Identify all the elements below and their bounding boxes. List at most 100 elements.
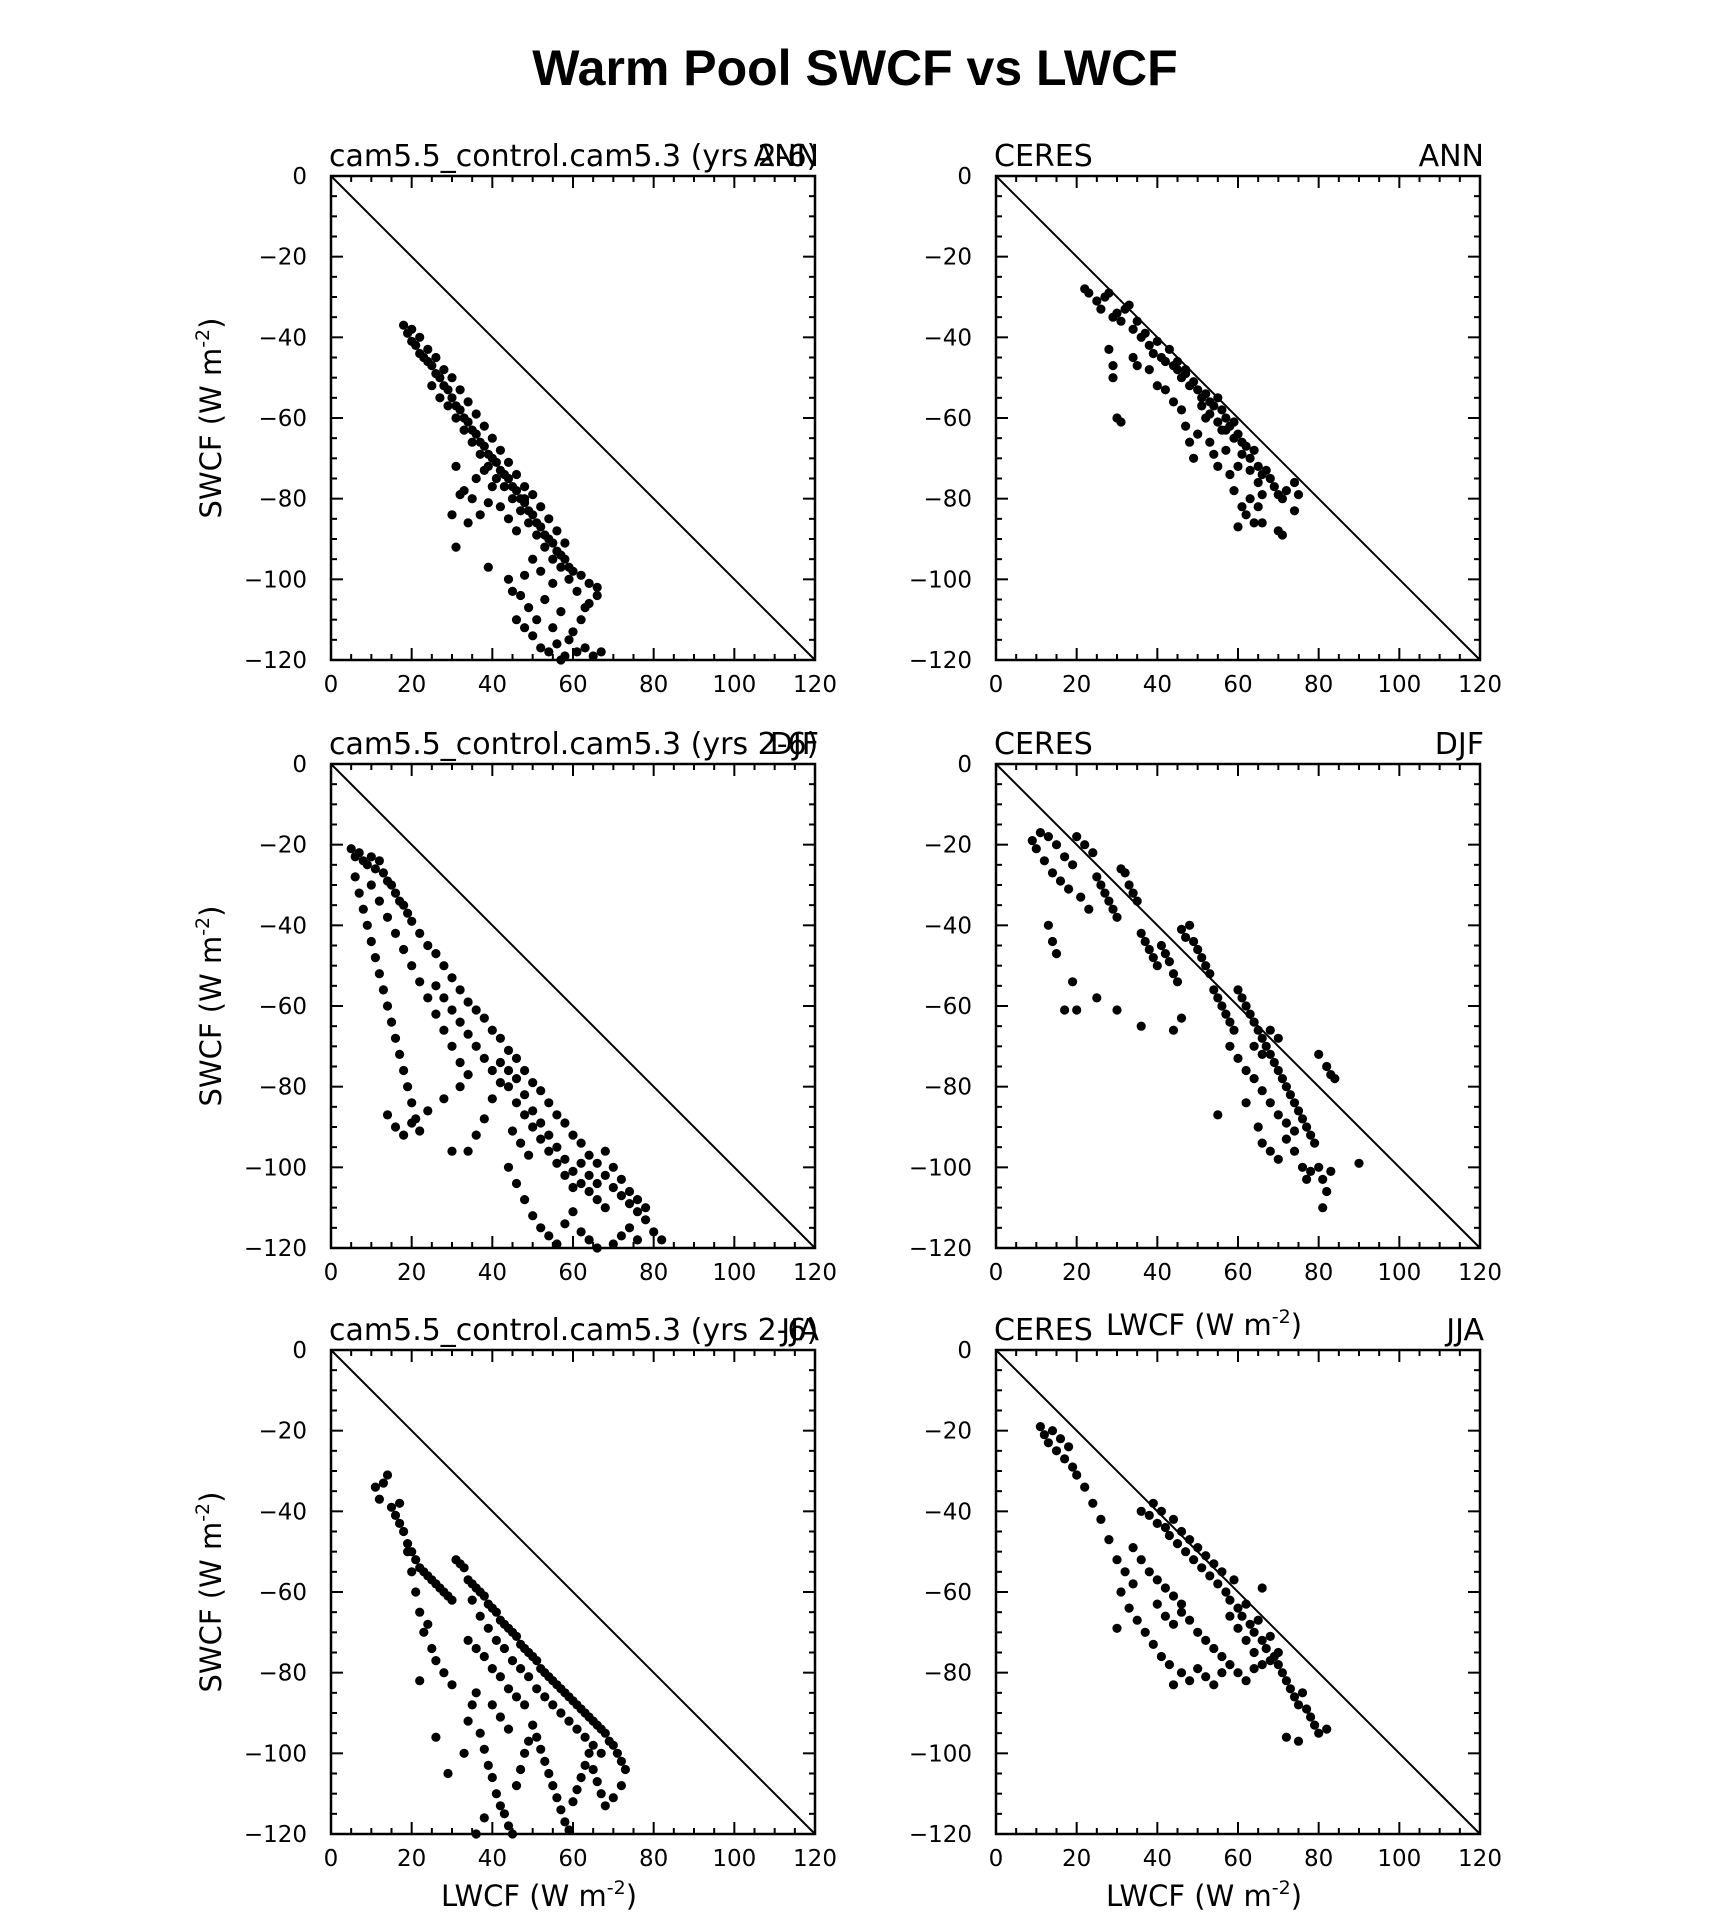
data-point bbox=[1148, 348, 1158, 359]
data-point bbox=[596, 1748, 606, 1758]
data-point bbox=[503, 1684, 514, 1694]
data-point bbox=[1314, 1049, 1324, 1059]
data-point bbox=[1176, 1668, 1187, 1678]
data-point bbox=[415, 1676, 425, 1686]
x-tick-label: 20 bbox=[1062, 1846, 1091, 1872]
data-point bbox=[491, 1607, 501, 1617]
data-point bbox=[354, 848, 364, 858]
data-point bbox=[1205, 409, 1215, 419]
data-point bbox=[415, 928, 425, 939]
data-point bbox=[552, 1158, 562, 1168]
data-point bbox=[1193, 944, 1203, 955]
data-point bbox=[568, 1166, 578, 1176]
data-point bbox=[540, 542, 550, 552]
data-point bbox=[1112, 413, 1122, 423]
data-point bbox=[511, 486, 522, 496]
data-point bbox=[411, 340, 421, 350]
data-point bbox=[536, 1744, 546, 1754]
data-point bbox=[528, 1078, 538, 1088]
data-point bbox=[1185, 1535, 1195, 1545]
data-point bbox=[439, 961, 449, 971]
data-point bbox=[1027, 836, 1037, 846]
data-point bbox=[495, 1033, 505, 1043]
y-tick-label: −20 bbox=[258, 245, 307, 271]
data-point bbox=[1233, 1623, 1243, 1633]
x-tick-label: 80 bbox=[1304, 672, 1333, 698]
data-point bbox=[463, 1146, 473, 1156]
data-point bbox=[491, 457, 501, 467]
data-point bbox=[1310, 1720, 1320, 1730]
data-point bbox=[1112, 308, 1122, 318]
data-point bbox=[1322, 1724, 1332, 1734]
data-point bbox=[552, 526, 562, 536]
data-point bbox=[1249, 1627, 1259, 1637]
data-point bbox=[1306, 1130, 1316, 1140]
data-point bbox=[616, 1174, 627, 1184]
data-point bbox=[1100, 888, 1110, 898]
data-point bbox=[608, 1239, 618, 1249]
data-point bbox=[1092, 993, 1102, 1003]
data-point bbox=[1043, 1438, 1053, 1448]
data-point bbox=[1172, 356, 1183, 367]
data-point bbox=[592, 590, 602, 601]
data-point bbox=[451, 413, 461, 423]
data-point bbox=[1225, 469, 1235, 480]
data-point bbox=[592, 1243, 602, 1253]
y-tick-label: 0 bbox=[957, 1338, 972, 1364]
data-point bbox=[1096, 1514, 1106, 1524]
y-tick-label: −80 bbox=[258, 1075, 307, 1101]
data-point bbox=[423, 993, 433, 1003]
data-point bbox=[487, 1025, 497, 1035]
data-point bbox=[576, 1772, 586, 1783]
y-tick-label: −60 bbox=[258, 1580, 307, 1606]
data-point bbox=[1047, 868, 1058, 878]
scatter-panel-3: 0 20 40 60 80 100 120 0 −20 −40 −60 −80 −100 −120 cam5… bbox=[192, 727, 837, 1286]
data-point bbox=[532, 1684, 542, 1694]
x-tick-label: 40 bbox=[478, 1846, 507, 1872]
data-point bbox=[1326, 1166, 1336, 1176]
data-point bbox=[463, 518, 473, 528]
data-point bbox=[423, 1619, 433, 1629]
data-point bbox=[1189, 453, 1199, 463]
data-point bbox=[447, 510, 457, 520]
data-point bbox=[1168, 397, 1179, 407]
data-point bbox=[568, 1797, 578, 1807]
data-point bbox=[560, 1170, 570, 1180]
data-point bbox=[1164, 1530, 1174, 1541]
data-point bbox=[507, 1126, 518, 1136]
data-point bbox=[503, 1082, 514, 1092]
data-point bbox=[568, 627, 578, 637]
scatter-panel-4: 0 20 40 60 80 100 120 0 −20 −40 −60 −80 −100 −120 CERE… bbox=[909, 727, 1502, 1342]
x-axis-label: LWCF (W m-2) bbox=[441, 1877, 637, 1913]
data-point bbox=[1120, 868, 1130, 878]
data-point bbox=[475, 449, 485, 459]
data-point bbox=[1265, 1098, 1275, 1108]
figure-title: Warm Pool SWCF vs LWCF bbox=[532, 40, 1177, 96]
reference-line bbox=[995, 175, 1481, 661]
data-point bbox=[536, 502, 546, 512]
data-point bbox=[548, 623, 558, 633]
y-tick-label: −80 bbox=[923, 487, 972, 513]
data-point bbox=[556, 562, 566, 572]
y-tick-label: −80 bbox=[258, 1661, 307, 1687]
data-point bbox=[1076, 892, 1086, 902]
data-point bbox=[390, 928, 401, 939]
data-point bbox=[572, 1724, 582, 1734]
data-point bbox=[507, 586, 518, 597]
data-point bbox=[503, 1065, 514, 1076]
data-point bbox=[1265, 1049, 1275, 1059]
x-tick-label: 20 bbox=[397, 1846, 426, 1872]
data-point bbox=[407, 916, 417, 926]
reference-line bbox=[995, 1349, 1481, 1835]
y-tick-label: −40 bbox=[923, 325, 972, 351]
data-point bbox=[1213, 1579, 1223, 1589]
data-point bbox=[471, 1688, 481, 1698]
data-point bbox=[576, 1227, 586, 1237]
data-point bbox=[1302, 1174, 1312, 1184]
data-point bbox=[1168, 969, 1179, 979]
data-point bbox=[1205, 969, 1215, 979]
data-point bbox=[511, 1781, 522, 1791]
data-point bbox=[1140, 1627, 1150, 1637]
data-point bbox=[524, 518, 534, 528]
data-point bbox=[1213, 1110, 1223, 1120]
